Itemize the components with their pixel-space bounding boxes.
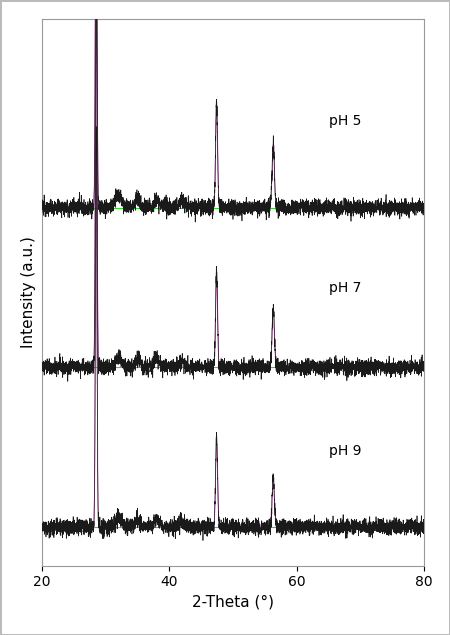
Y-axis label: Intensity (a.u.): Intensity (a.u.) [22, 236, 36, 348]
Text: pH 7: pH 7 [328, 281, 361, 295]
Text: pH 9: pH 9 [328, 444, 361, 458]
X-axis label: 2-Theta (°): 2-Theta (°) [192, 595, 274, 610]
Text: pH 5: pH 5 [328, 114, 361, 128]
